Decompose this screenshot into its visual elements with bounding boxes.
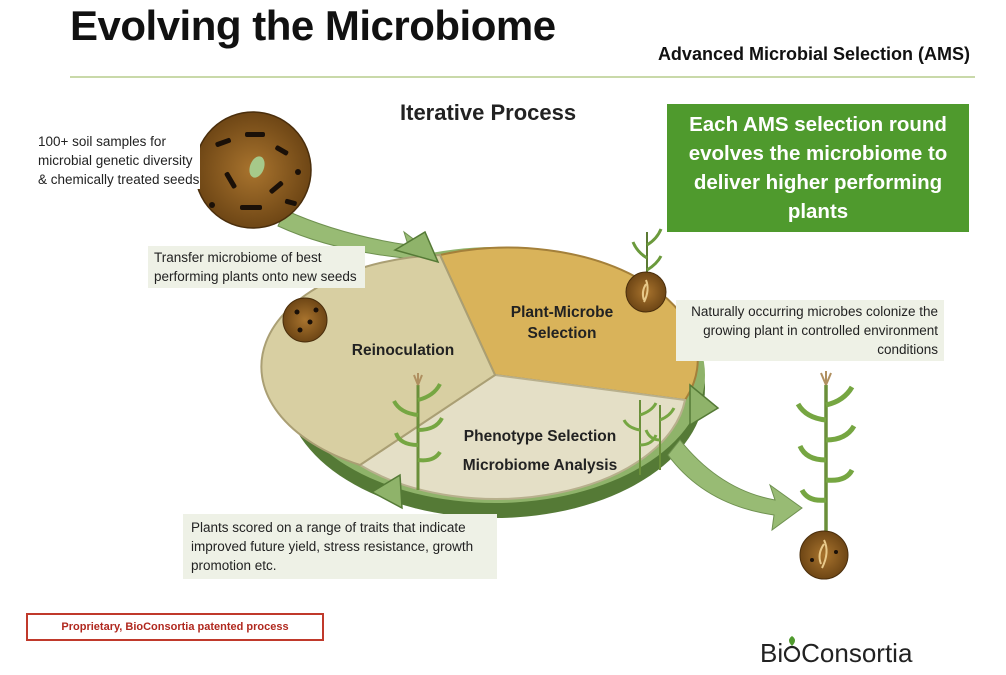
slide-title: Evolving the Microbiome bbox=[70, 2, 556, 49]
logo-leaf-icon bbox=[783, 636, 801, 664]
plant-microbe-line2: Selection bbox=[527, 325, 597, 342]
slide-subtitle: Advanced Microbial Selection (AMS) bbox=[657, 44, 970, 64]
seedling-icon bbox=[625, 228, 667, 313]
proprietary-note: Proprietary, BioConsortia patented proce… bbox=[26, 613, 324, 641]
seed-soil-icon bbox=[282, 297, 328, 343]
ring-arrow-right bbox=[689, 383, 720, 427]
process-title: Iterative Process bbox=[400, 100, 577, 125]
ring-arrow-top bbox=[393, 230, 440, 264]
soil-sample-icon bbox=[194, 111, 312, 229]
ring-arrow-bottom bbox=[370, 473, 403, 510]
scored-callout: Plants scored on a range of traits that … bbox=[183, 514, 497, 579]
output-arrow bbox=[667, 439, 803, 532]
mature-corn-plant-icon bbox=[795, 371, 857, 580]
soil-samples-callout: 100+ soil samples for microbial genetic … bbox=[38, 132, 200, 189]
segment-phenotype bbox=[358, 373, 687, 500]
corn-plant-icon bbox=[392, 373, 444, 490]
colonize-callout: Naturally occurring microbes colonize th… bbox=[676, 300, 944, 361]
reinoculation-label: Reinoculation bbox=[351, 342, 455, 359]
logo-text-part2: Consortia bbox=[801, 638, 913, 668]
title-divider bbox=[70, 76, 975, 78]
ams-highlight-box: Each AMS selection round evolves the mic… bbox=[667, 104, 969, 232]
logo-text-part1: Bi bbox=[760, 638, 784, 668]
corn-plants-group-icon bbox=[622, 400, 676, 475]
plant-microbe-line1: Plant-Microbe bbox=[510, 304, 614, 321]
phenotype-selection-label: Phenotype Selection bbox=[463, 428, 617, 445]
transfer-callout: Transfer microbiome of best performing p… bbox=[148, 246, 365, 288]
ams-highlight-text: Each AMS selection round evolves the mic… bbox=[688, 113, 948, 223]
plant-microbe-label: Plant-Microbe Selection bbox=[492, 302, 632, 344]
microbiome-analysis-label: Microbiome Analysis bbox=[462, 457, 618, 474]
bioconsortia-logo: Bi Consortia bbox=[760, 636, 913, 669]
